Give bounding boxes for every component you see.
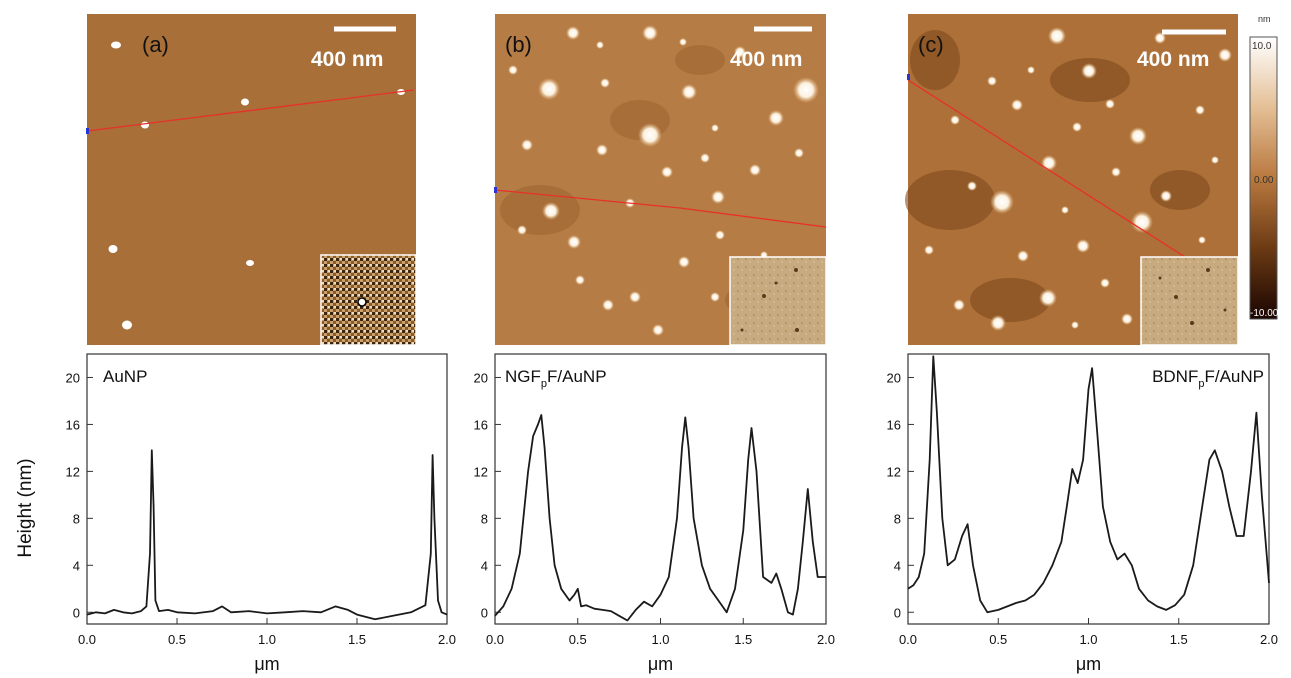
y-tick-label: 8 — [73, 511, 80, 526]
y-tick-label: 16 — [66, 417, 80, 432]
y-tick-label: 12 — [474, 464, 488, 479]
colorbar-top-label: 10.0 — [1252, 41, 1272, 52]
plot-frame — [495, 354, 826, 624]
inset-image-c — [1141, 257, 1238, 345]
y-axis-title: Height (nm) — [15, 458, 36, 557]
colorbar-mid-label: 0.00 — [1254, 175, 1274, 186]
afm-image-a: 400 nm (a) — [86, 14, 416, 345]
scale-bar-label-c: 400 nm — [1137, 48, 1209, 71]
y-tick-label: 0 — [73, 605, 80, 620]
y-tick-label: 20 — [474, 370, 488, 385]
x-tick-label: 0.0 — [899, 632, 917, 647]
x-axis-title: μm — [1076, 654, 1101, 674]
plot-frame — [87, 354, 447, 624]
x-tick-label: 0.0 — [486, 632, 504, 647]
y-tick-label: 20 — [66, 370, 80, 385]
scale-bar-label-b: 400 nm — [730, 48, 802, 71]
y-tick-label: 8 — [894, 511, 901, 526]
y-tick-label: 4 — [73, 558, 80, 573]
y-tick-label: 12 — [66, 464, 80, 479]
x-tick-label: 1.5 — [1170, 632, 1188, 647]
y-tick-label: 16 — [887, 417, 901, 432]
profile-line-marker-c — [907, 74, 910, 80]
x-tick-label: 1.5 — [348, 632, 366, 647]
y-tick-label: 12 — [887, 464, 901, 479]
chart-title: AuNP — [103, 367, 147, 386]
x-tick-label: 1.0 — [1079, 632, 1097, 647]
afm-image-b: 400 nm (b) — [494, 14, 826, 345]
panel-label-a: (a) — [142, 32, 169, 57]
panel-label-c: (c) — [918, 32, 944, 57]
x-tick-label: 1.0 — [258, 632, 276, 647]
x-tick-label: 0.5 — [989, 632, 1007, 647]
colorbar: nm 10.0 0.00 -10.00 — [1250, 14, 1279, 319]
x-tick-label: 2.0 — [438, 632, 456, 647]
inset-image-b — [730, 257, 826, 345]
inset-image-a — [321, 255, 416, 345]
y-tick-label: 8 — [481, 511, 488, 526]
x-tick-label: 1.0 — [651, 632, 669, 647]
y-tick-label: 20 — [887, 370, 901, 385]
x-tick-label: 0.5 — [569, 632, 587, 647]
y-tick-label: 0 — [894, 605, 901, 620]
x-axis-title: μm — [254, 654, 279, 674]
y-tick-label: 4 — [894, 558, 901, 573]
colorbar-bottom-label: -10.00 — [1250, 308, 1279, 319]
profile-line-marker-a — [86, 128, 89, 134]
y-tick-label: 0 — [481, 605, 488, 620]
scale-bar-label-a: 400 nm — [311, 48, 383, 71]
height-profile-chart-a: 0.0 0.5 1.0 1.5 2.0 0 4 8 12 16 20 AuNP μm — [66, 354, 457, 674]
afm-image-c: 400 nm (c) — [905, 14, 1238, 345]
x-tick-label: 1.5 — [734, 632, 752, 647]
panel-label-b: (b) — [505, 32, 532, 57]
x-tick-label: 0.5 — [168, 632, 186, 647]
y-tick-label: 4 — [481, 558, 488, 573]
x-axis-title: μm — [648, 654, 673, 674]
colorbar-unit: nm — [1258, 14, 1271, 24]
x-tick-label: 2.0 — [817, 632, 835, 647]
profile-line-marker-b — [494, 187, 497, 193]
y-tick-label: 16 — [474, 417, 488, 432]
x-tick-label: 2.0 — [1260, 632, 1278, 647]
x-tick-label: 0.0 — [78, 632, 96, 647]
inset-particle-a — [358, 298, 366, 306]
